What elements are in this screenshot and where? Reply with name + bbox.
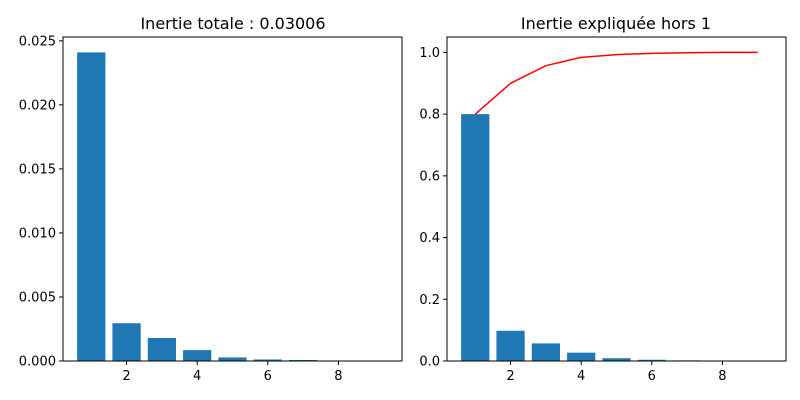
y-tick-label: 0.0 xyxy=(419,355,440,370)
bar-5 xyxy=(602,358,631,361)
y-tick-label: 0.6 xyxy=(419,169,440,184)
x-tick-label: 6 xyxy=(648,369,656,384)
x-axis: 2 4 6 8 xyxy=(122,361,343,384)
bar-1 xyxy=(77,52,106,362)
y-tick-label: 0.000 xyxy=(19,355,56,370)
chart-panel-total-inertia: Inertie totale : 0.03006 2 4 6 8 0.000 0.005… xyxy=(19,14,403,384)
bar-7 xyxy=(289,359,318,361)
x-tick-label: 2 xyxy=(122,369,130,384)
y-tick-label: 1.0 xyxy=(419,46,440,61)
y-tick-label: 0.015 xyxy=(19,162,56,177)
bar-4 xyxy=(567,352,596,361)
bar-3 xyxy=(531,343,560,361)
x-tick-label: 4 xyxy=(577,369,585,384)
bar-1 xyxy=(461,114,490,361)
y-tick-label: 0.025 xyxy=(19,34,56,49)
plot-frame xyxy=(62,36,403,362)
y-axis: 0.0 0.2 0.4 0.6 0.8 1.0 xyxy=(419,46,447,370)
y-tick-label: 0.020 xyxy=(19,98,56,113)
cumulative-line xyxy=(474,51,758,115)
x-tick-label: 8 xyxy=(718,369,726,384)
bar-2 xyxy=(496,330,525,361)
bar-group xyxy=(461,114,772,361)
bar-2 xyxy=(112,323,141,361)
x-tick-label: 2 xyxy=(506,369,514,384)
line-group xyxy=(474,51,758,115)
y-tick-label: 0.010 xyxy=(19,226,56,241)
chart-title: Inertie expliquée hors 1 xyxy=(521,14,711,33)
bar-4 xyxy=(183,350,212,361)
x-tick-label: 8 xyxy=(334,369,342,384)
bar-5 xyxy=(218,357,247,361)
y-tick-label: 0.8 xyxy=(419,108,440,123)
y-tick-label: 0.4 xyxy=(419,231,440,246)
chart-title: Inertie totale : 0.03006 xyxy=(140,14,325,33)
bar-6 xyxy=(253,359,282,361)
bar-6 xyxy=(637,359,666,361)
y-tick-label: 0.2 xyxy=(419,293,440,308)
plot-frame xyxy=(446,36,787,362)
y-tick-label: 0.005 xyxy=(19,290,56,305)
x-tick-label: 6 xyxy=(264,369,272,384)
bar-3 xyxy=(147,337,176,361)
x-axis: 2 4 6 8 xyxy=(506,361,727,384)
x-tick-label: 4 xyxy=(193,369,201,384)
y-axis: 0.000 0.005 0.010 0.015 0.020 0.025 xyxy=(19,34,63,370)
bar-group xyxy=(77,52,388,362)
